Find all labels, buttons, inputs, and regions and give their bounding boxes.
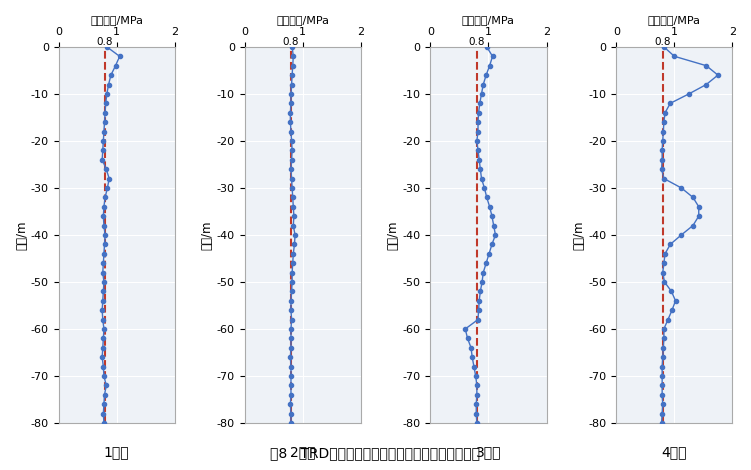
Text: 2号孔: 2号孔 xyxy=(290,446,315,460)
Y-axis label: 深度/m: 深度/m xyxy=(15,220,28,250)
Y-axis label: 深度/m: 深度/m xyxy=(201,220,214,250)
X-axis label: 抗压强度/MPa: 抗压强度/MPa xyxy=(462,15,515,25)
Text: 1号孔: 1号孔 xyxy=(104,446,129,460)
Text: 3号孔: 3号孔 xyxy=(475,446,501,460)
Y-axis label: 深度/m: 深度/m xyxy=(387,220,400,250)
X-axis label: 抗压强度/MPa: 抗压强度/MPa xyxy=(90,15,143,25)
Text: 0.8: 0.8 xyxy=(469,37,485,47)
X-axis label: 抗压强度/MPa: 抗压强度/MPa xyxy=(276,15,329,25)
Text: 0.8: 0.8 xyxy=(97,37,113,47)
Text: 图8   TRD芯样的抗压强度测试结果沿深度分布规律: 图8 TRD芯样的抗压强度测试结果沿深度分布规律 xyxy=(270,446,481,461)
Text: 0.8: 0.8 xyxy=(654,37,671,47)
Y-axis label: 深度/m: 深度/m xyxy=(573,220,586,250)
Text: 0.8: 0.8 xyxy=(282,37,299,47)
Text: 4号孔: 4号孔 xyxy=(662,446,687,460)
X-axis label: 抗压强度/MPa: 抗压强度/MPa xyxy=(648,15,701,25)
